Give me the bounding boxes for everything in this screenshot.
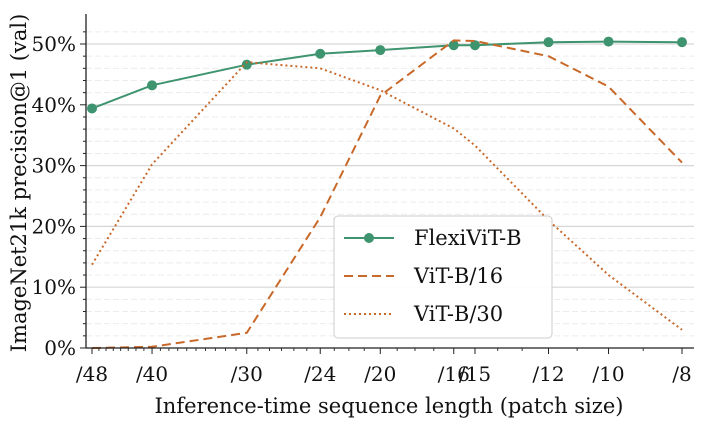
x-tick-label: /16: [438, 362, 470, 386]
data-point: [470, 40, 481, 51]
data-point: [87, 103, 97, 114]
axes: [80, 14, 694, 354]
data-point: [241, 59, 252, 70]
legend-box: [333, 215, 553, 339]
series-vit-b-16: [91, 39, 683, 349]
data-point: [147, 80, 158, 91]
legend: FlexiViT-B ViT-B/16 ViT-B/30: [333, 215, 553, 339]
y-tick-label: 0%: [44, 336, 76, 360]
legend-label: FlexiViT-B: [414, 226, 522, 250]
legend-marker: [364, 233, 374, 243]
data-point: [448, 40, 459, 51]
y-tick-label: 20%: [32, 214, 76, 238]
x-tick-label: /30: [231, 362, 263, 386]
data-point: [677, 37, 687, 48]
data-point: [603, 36, 614, 47]
series-line: [91, 40, 683, 110]
x-tick-label: /48: [76, 362, 108, 386]
x-tick-label: /8: [672, 362, 691, 386]
y-axis-label: ImageNet21k precision@1 (val): [7, 14, 31, 353]
x-tick-label: /24: [304, 362, 336, 386]
tick-labels: 0% 10% 20% 30% 40% 50% /48/40/30/24/20/16/15/1…: [32, 32, 692, 386]
x-tick-label: /12: [532, 362, 564, 386]
x-tick-label: /10: [592, 362, 624, 386]
series-flexivit-b: [87, 36, 687, 114]
series-vit-b-30: [91, 61, 683, 331]
series-line: [91, 61, 683, 331]
legend-label: ViT-B/16: [413, 264, 503, 288]
series-line: [91, 39, 683, 349]
y-tick-label: 10%: [32, 275, 76, 299]
data-point: [375, 45, 386, 56]
y-tick-label: 40%: [32, 93, 76, 117]
x-tick-label: /20: [364, 362, 396, 386]
x-tick-label: /15: [459, 362, 491, 386]
legend-label: ViT-B/30: [413, 302, 503, 326]
data-point: [315, 48, 326, 59]
data-point: [543, 37, 554, 48]
x-axis-label: Inference-time sequence length (patch si…: [155, 394, 624, 418]
y-tick-label: 50%: [32, 32, 76, 56]
y-tick-label: 30%: [32, 154, 76, 178]
grid-lines: [86, 31, 694, 337]
x-tick-label: /40: [136, 362, 168, 386]
series-layer: [87, 36, 687, 349]
